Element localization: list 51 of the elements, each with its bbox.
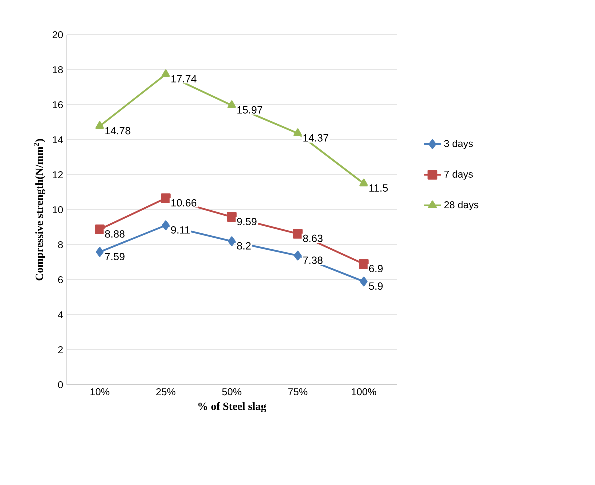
y-tick-label: 0: [58, 381, 64, 389]
data-label: 7.59: [105, 253, 125, 260]
point: [360, 276, 368, 287]
y-tick-label: 20: [52, 31, 64, 39]
data-label: 15.97: [238, 106, 263, 114]
point: [294, 128, 302, 136]
point: [96, 247, 104, 258]
legend-label: 28 days: [444, 201, 479, 211]
x-tick-label: 75%: [288, 388, 308, 396]
data-label: 14.78: [106, 127, 131, 135]
y-tick-label: 8: [58, 241, 64, 249]
x-tick-label: 50%: [222, 388, 242, 396]
point: [293, 229, 303, 239]
data-label: 8.2: [237, 242, 251, 250]
y-tick-label: 2: [58, 346, 63, 354]
point: [360, 178, 368, 187]
point: [161, 194, 171, 204]
x-tick-label: 10%: [90, 388, 110, 396]
x-axis-title: % of Steel slag: [198, 402, 266, 413]
data-label: 8.63: [303, 234, 323, 242]
y-axis-title: Compressive strength(N/mm$^{2}$): [34, 139, 46, 281]
y-tick-label: 14: [53, 136, 64, 144]
legend-label: 7 days: [444, 170, 474, 180]
data-label: 10.66: [172, 199, 197, 207]
data-label: 5.9: [369, 282, 383, 290]
y-tick-label: 6: [58, 276, 64, 284]
x-tick-label: 25%: [156, 388, 176, 396]
legend-label: 3 days: [444, 140, 474, 150]
point: [162, 70, 170, 78]
y-tick-label: 10: [53, 206, 64, 214]
data-label: 7.38: [303, 256, 323, 264]
data-label: 6.9: [369, 265, 383, 273]
point: [228, 100, 236, 108]
y-tick-label: 16: [53, 101, 64, 109]
point: [162, 220, 170, 230]
x-tick-label: 100%: [352, 388, 376, 396]
y-tick-label: 18: [53, 66, 64, 74]
point: [294, 250, 302, 261]
data-label: 14.37: [304, 134, 329, 142]
point: [359, 259, 369, 270]
point: [95, 224, 105, 234]
data-label: 9.59: [237, 218, 257, 226]
point: [228, 236, 236, 246]
data-label: 17.74: [172, 75, 197, 83]
data-label: 9.11: [171, 226, 190, 234]
data-label: 11.5: [370, 184, 388, 192]
point: [227, 212, 237, 222]
y-tick-label: 4: [58, 312, 64, 318]
y-tick-label: 12: [53, 172, 63, 178]
data-label: 8.88: [105, 230, 125, 238]
point: [96, 121, 104, 130]
